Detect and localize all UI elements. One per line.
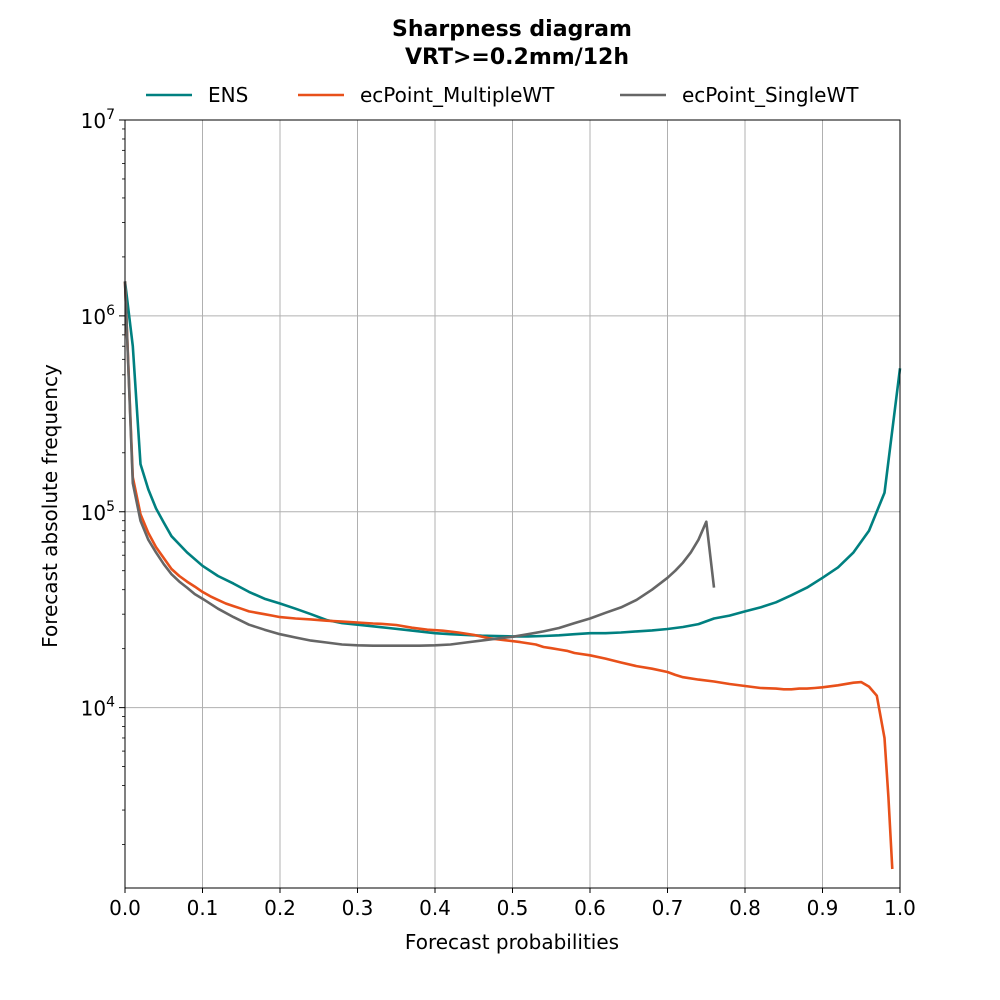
- legend-label: ENS: [208, 83, 248, 107]
- y-axis-label: Forecast absolute frequency: [38, 364, 62, 648]
- legend-label: ecPoint_MultipleWT: [360, 83, 555, 107]
- x-tick-label: 0.7: [652, 896, 684, 920]
- x-tick-label: 0.9: [807, 896, 839, 920]
- legend: ENS ecPoint_MultipleWT ecPoint_SingleWT: [146, 83, 859, 107]
- chart-subtitle: VRT>=0.2mm/12h: [405, 45, 629, 70]
- x-ticks: 0.0 0.1 0.2 0.3 0.4 0.5 0.6 0.7 0.8 0.9 1.0: [109, 888, 916, 920]
- y-tick-label: 106: [81, 303, 115, 329]
- y-tick-label: 104: [81, 695, 115, 721]
- x-tick-label: 0.5: [497, 896, 529, 920]
- series-layer: [123, 281, 902, 870]
- grid: [124, 119, 901, 888]
- x-tick-label: 0.6: [574, 896, 606, 920]
- x-tick-label: 0.4: [419, 896, 451, 920]
- y-tick-label: 105: [81, 499, 115, 525]
- x-tick-label: 0.2: [264, 896, 296, 920]
- x-tick-label: 0.1: [187, 896, 219, 920]
- series-line-ecpoint_multiplewt: [123, 281, 894, 870]
- x-tick-label: 0.8: [729, 896, 761, 920]
- x-tick-label: 1.0: [884, 896, 916, 920]
- y-tick-label: 107: [81, 107, 115, 133]
- series-line-ens: [123, 281, 902, 638]
- legend-label: ecPoint_SingleWT: [682, 83, 859, 107]
- y-ticks: 104 105 106 107: [81, 107, 125, 845]
- chart-title: Sharpness diagram: [392, 17, 632, 42]
- x-tick-label: 0.3: [342, 896, 374, 920]
- x-axis-label: Forecast probabilities: [405, 930, 619, 954]
- series-line-ecpoint_singlewt: [123, 281, 716, 648]
- x-tick-label: 0.0: [109, 896, 141, 920]
